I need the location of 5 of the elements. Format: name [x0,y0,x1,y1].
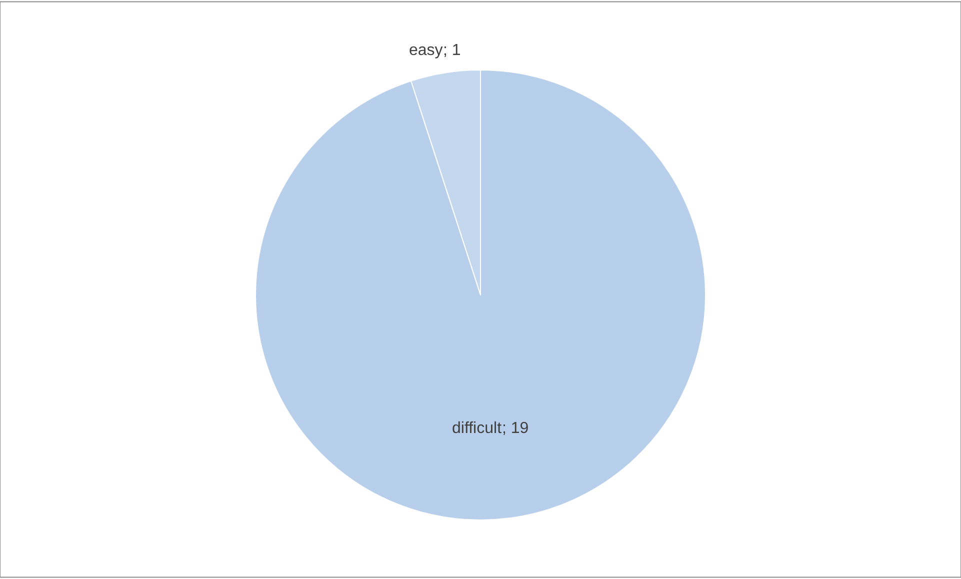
slice-label: difficult [452,420,502,437]
data-label: ; 19 [502,420,529,437]
data-label: ; 1 [443,42,461,59]
slice-label: easy [409,42,443,59]
pie-slice [255,70,706,520]
